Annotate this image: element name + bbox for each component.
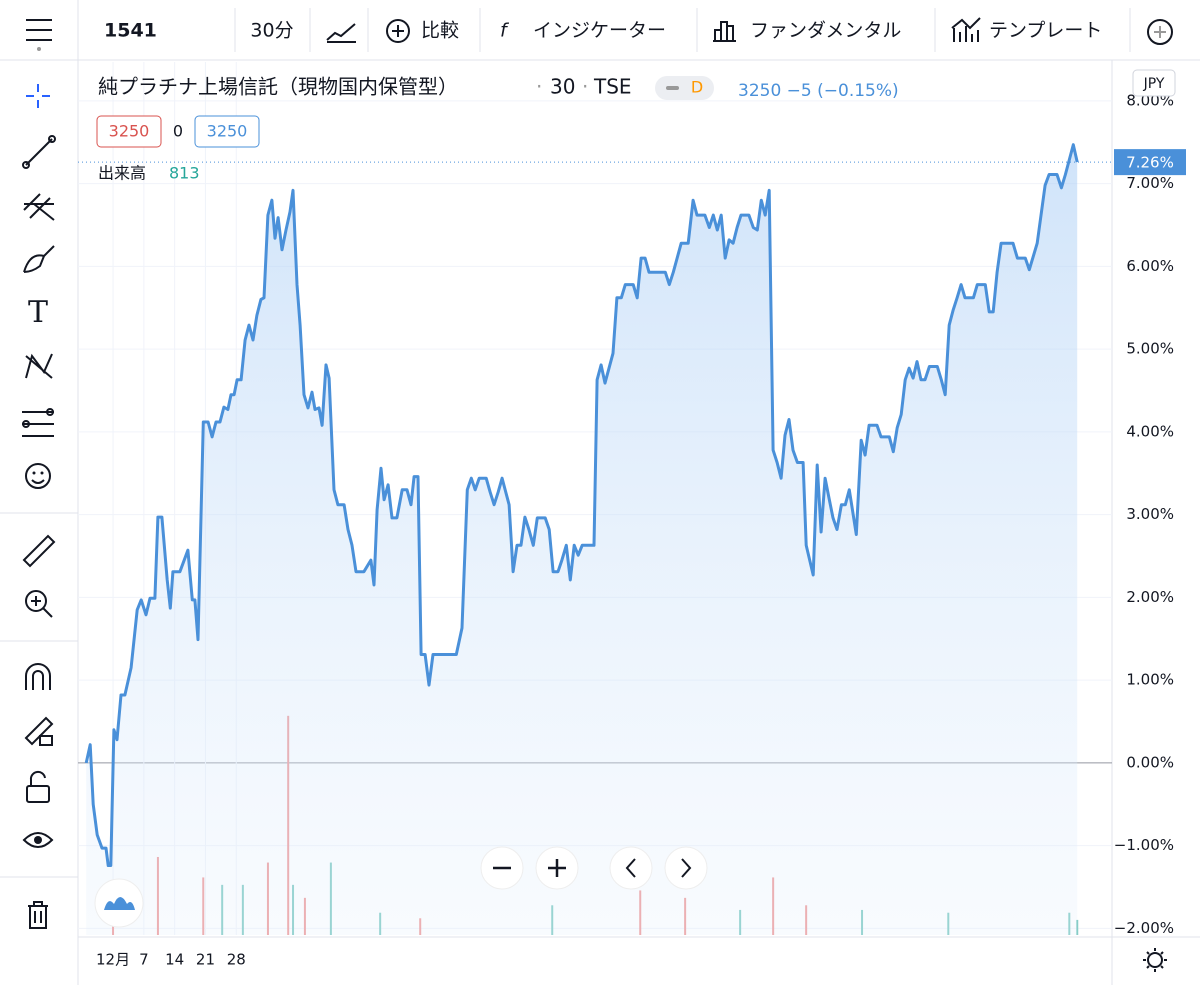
trendline-tool[interactable] bbox=[22, 135, 56, 169]
indicators-button[interactable]: インジケーター bbox=[533, 20, 666, 42]
last-price-tag bbox=[1114, 149, 1186, 176]
spread: 0 bbox=[173, 122, 183, 141]
templates-button[interactable]: テンプレート bbox=[989, 20, 1102, 42]
compare-button[interactable]: 比較 bbox=[421, 20, 459, 42]
exchange: TSE bbox=[593, 75, 632, 99]
ruler-tool[interactable] bbox=[22, 534, 56, 568]
bid[interactable]: 3250 bbox=[109, 122, 150, 141]
logo-button[interactable] bbox=[94, 878, 144, 928]
settings-button[interactable] bbox=[1143, 948, 1167, 972]
y-tick-label: 2.00% bbox=[1126, 588, 1174, 606]
dot: · bbox=[582, 75, 588, 99]
badge bbox=[655, 76, 714, 100]
scroll-left-button[interactable] bbox=[609, 846, 653, 890]
x-tick-label: 12月 bbox=[96, 951, 130, 969]
delete-tool[interactable] bbox=[28, 901, 48, 929]
fundamentals-icon[interactable] bbox=[713, 21, 736, 42]
fx-icon[interactable]: f bbox=[500, 20, 510, 42]
x-tick-label: 21 bbox=[196, 951, 215, 969]
alert-icon[interactable] bbox=[1147, 19, 1173, 45]
legend-interval: 30 bbox=[550, 75, 575, 99]
y-tick-label: 5.00% bbox=[1126, 340, 1174, 358]
y-tick-label: 4.00% bbox=[1126, 422, 1174, 440]
y-tick-label: −1.00% bbox=[1114, 836, 1174, 854]
ask[interactable]: 3250 bbox=[207, 122, 248, 141]
fib-tool[interactable] bbox=[23, 193, 55, 221]
y-tick-label: 0.00% bbox=[1126, 753, 1174, 771]
y-tick-label: 3.00% bbox=[1126, 505, 1174, 523]
text-tool[interactable]: T bbox=[28, 295, 48, 330]
emoji-tool[interactable] bbox=[25, 463, 51, 489]
fundamentals-button[interactable]: ファンダメンタル bbox=[750, 20, 901, 42]
dot: · bbox=[536, 75, 542, 99]
scroll-right-button[interactable] bbox=[664, 846, 708, 890]
zoom-out-button[interactable] bbox=[480, 846, 524, 890]
x-tick-label: 28 bbox=[227, 951, 246, 969]
chart-type-button[interactable] bbox=[326, 23, 356, 43]
y-tick-label: 7.00% bbox=[1126, 174, 1174, 192]
y-tick-label: −2.00% bbox=[1114, 919, 1174, 937]
menu-button[interactable] bbox=[26, 19, 52, 51]
compare-icon[interactable] bbox=[386, 19, 410, 43]
brush-tool[interactable] bbox=[23, 245, 55, 273]
crosshair-tool[interactable] bbox=[26, 84, 50, 108]
zoom-tool[interactable] bbox=[25, 590, 53, 618]
top-toolbar bbox=[0, 0, 1200, 60]
x-tick-label: 14 bbox=[165, 951, 184, 969]
magnet-tool[interactable] bbox=[25, 663, 51, 690]
plot-area: −2.00% −1.00% 0.00% 1.00% 2.00% 3.00% 4.00% 5.0… bbox=[78, 62, 1174, 969]
bid-box[interactable] bbox=[96, 115, 162, 148]
last-price-label: 7.26% bbox=[1126, 154, 1174, 172]
symbol[interactable]: 1541 bbox=[104, 20, 157, 42]
visibility-tool[interactable] bbox=[22, 832, 54, 848]
lock-tool[interactable] bbox=[26, 770, 50, 803]
pattern-tool[interactable] bbox=[25, 353, 53, 379]
volume-bar bbox=[1076, 919, 1079, 935]
y-tick-label: 6.00% bbox=[1126, 257, 1174, 275]
ask-box[interactable] bbox=[194, 115, 260, 148]
badge-letter: D bbox=[691, 78, 703, 97]
left-toolbar: T bbox=[0, 84, 78, 929]
currency-button[interactable] bbox=[1132, 69, 1176, 97]
area bbox=[86, 144, 1078, 935]
series-title: 純プラチナ上場信託（現物国内保管型） bbox=[98, 75, 458, 99]
x-tick-label: 7 bbox=[139, 951, 149, 969]
lock-drawing-tool[interactable] bbox=[24, 716, 54, 746]
y-tick-label: 1.00% bbox=[1126, 671, 1174, 689]
templates-icon[interactable] bbox=[951, 17, 981, 42]
prediction-tool[interactable] bbox=[22, 408, 54, 437]
last-change: 3250 −5 (−0.15%) bbox=[738, 81, 899, 101]
interval-button[interactable]: 30分 bbox=[250, 20, 293, 42]
zoom-in-button[interactable] bbox=[535, 846, 579, 890]
volume-value: 813 bbox=[169, 164, 200, 183]
price-line bbox=[84, 143, 1079, 867]
currency[interactable]: JPY bbox=[1143, 76, 1165, 92]
volume-label: 出来高 bbox=[98, 164, 146, 183]
